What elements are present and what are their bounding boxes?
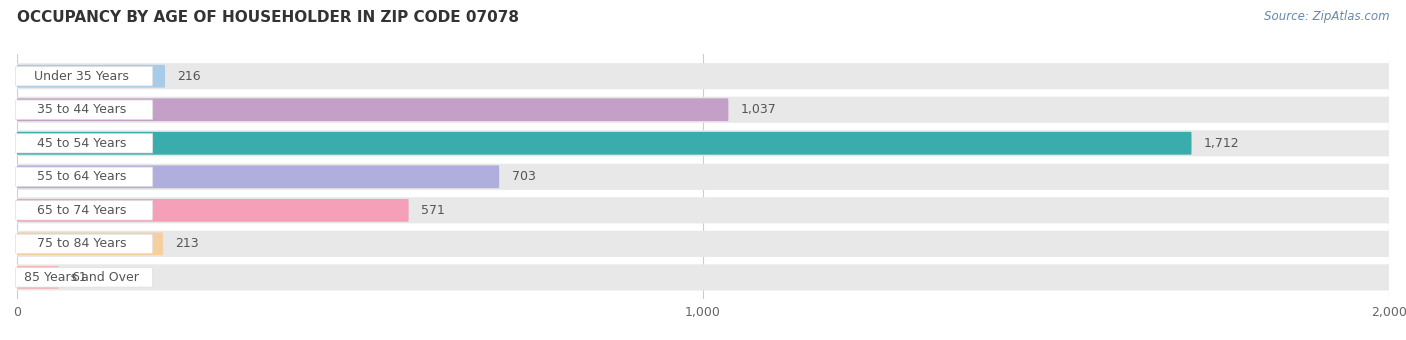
Text: OCCUPANCY BY AGE OF HOUSEHOLDER IN ZIP CODE 07078: OCCUPANCY BY AGE OF HOUSEHOLDER IN ZIP C… [17, 10, 519, 25]
FancyBboxPatch shape [17, 197, 1389, 223]
FancyBboxPatch shape [17, 164, 1389, 190]
FancyBboxPatch shape [17, 98, 728, 121]
Text: 216: 216 [177, 70, 201, 83]
Text: 1,037: 1,037 [741, 103, 776, 116]
FancyBboxPatch shape [15, 134, 153, 153]
FancyBboxPatch shape [17, 97, 1389, 123]
Text: 55 to 64 Years: 55 to 64 Years [37, 170, 127, 183]
Text: 61: 61 [72, 271, 87, 284]
FancyBboxPatch shape [15, 167, 153, 187]
FancyBboxPatch shape [17, 199, 409, 222]
Text: Under 35 Years: Under 35 Years [34, 70, 129, 83]
Text: 35 to 44 Years: 35 to 44 Years [37, 103, 127, 116]
FancyBboxPatch shape [17, 130, 1389, 156]
FancyBboxPatch shape [15, 234, 153, 254]
FancyBboxPatch shape [15, 201, 153, 220]
Text: 571: 571 [420, 204, 444, 217]
FancyBboxPatch shape [17, 231, 1389, 257]
FancyBboxPatch shape [17, 233, 163, 255]
FancyBboxPatch shape [17, 266, 59, 289]
FancyBboxPatch shape [17, 63, 1389, 89]
Text: 1,712: 1,712 [1204, 137, 1240, 150]
FancyBboxPatch shape [17, 65, 165, 88]
FancyBboxPatch shape [17, 264, 1389, 290]
FancyBboxPatch shape [15, 268, 153, 287]
Text: 85 Years and Over: 85 Years and Over [24, 271, 139, 284]
Text: Source: ZipAtlas.com: Source: ZipAtlas.com [1264, 10, 1389, 23]
Text: 703: 703 [512, 170, 536, 183]
Text: 45 to 54 Years: 45 to 54 Years [37, 137, 127, 150]
FancyBboxPatch shape [15, 67, 153, 86]
Text: 213: 213 [176, 237, 200, 250]
FancyBboxPatch shape [15, 100, 153, 119]
FancyBboxPatch shape [17, 165, 499, 188]
Text: 75 to 84 Years: 75 to 84 Years [37, 237, 127, 250]
Text: 65 to 74 Years: 65 to 74 Years [37, 204, 127, 217]
FancyBboxPatch shape [17, 132, 1191, 155]
